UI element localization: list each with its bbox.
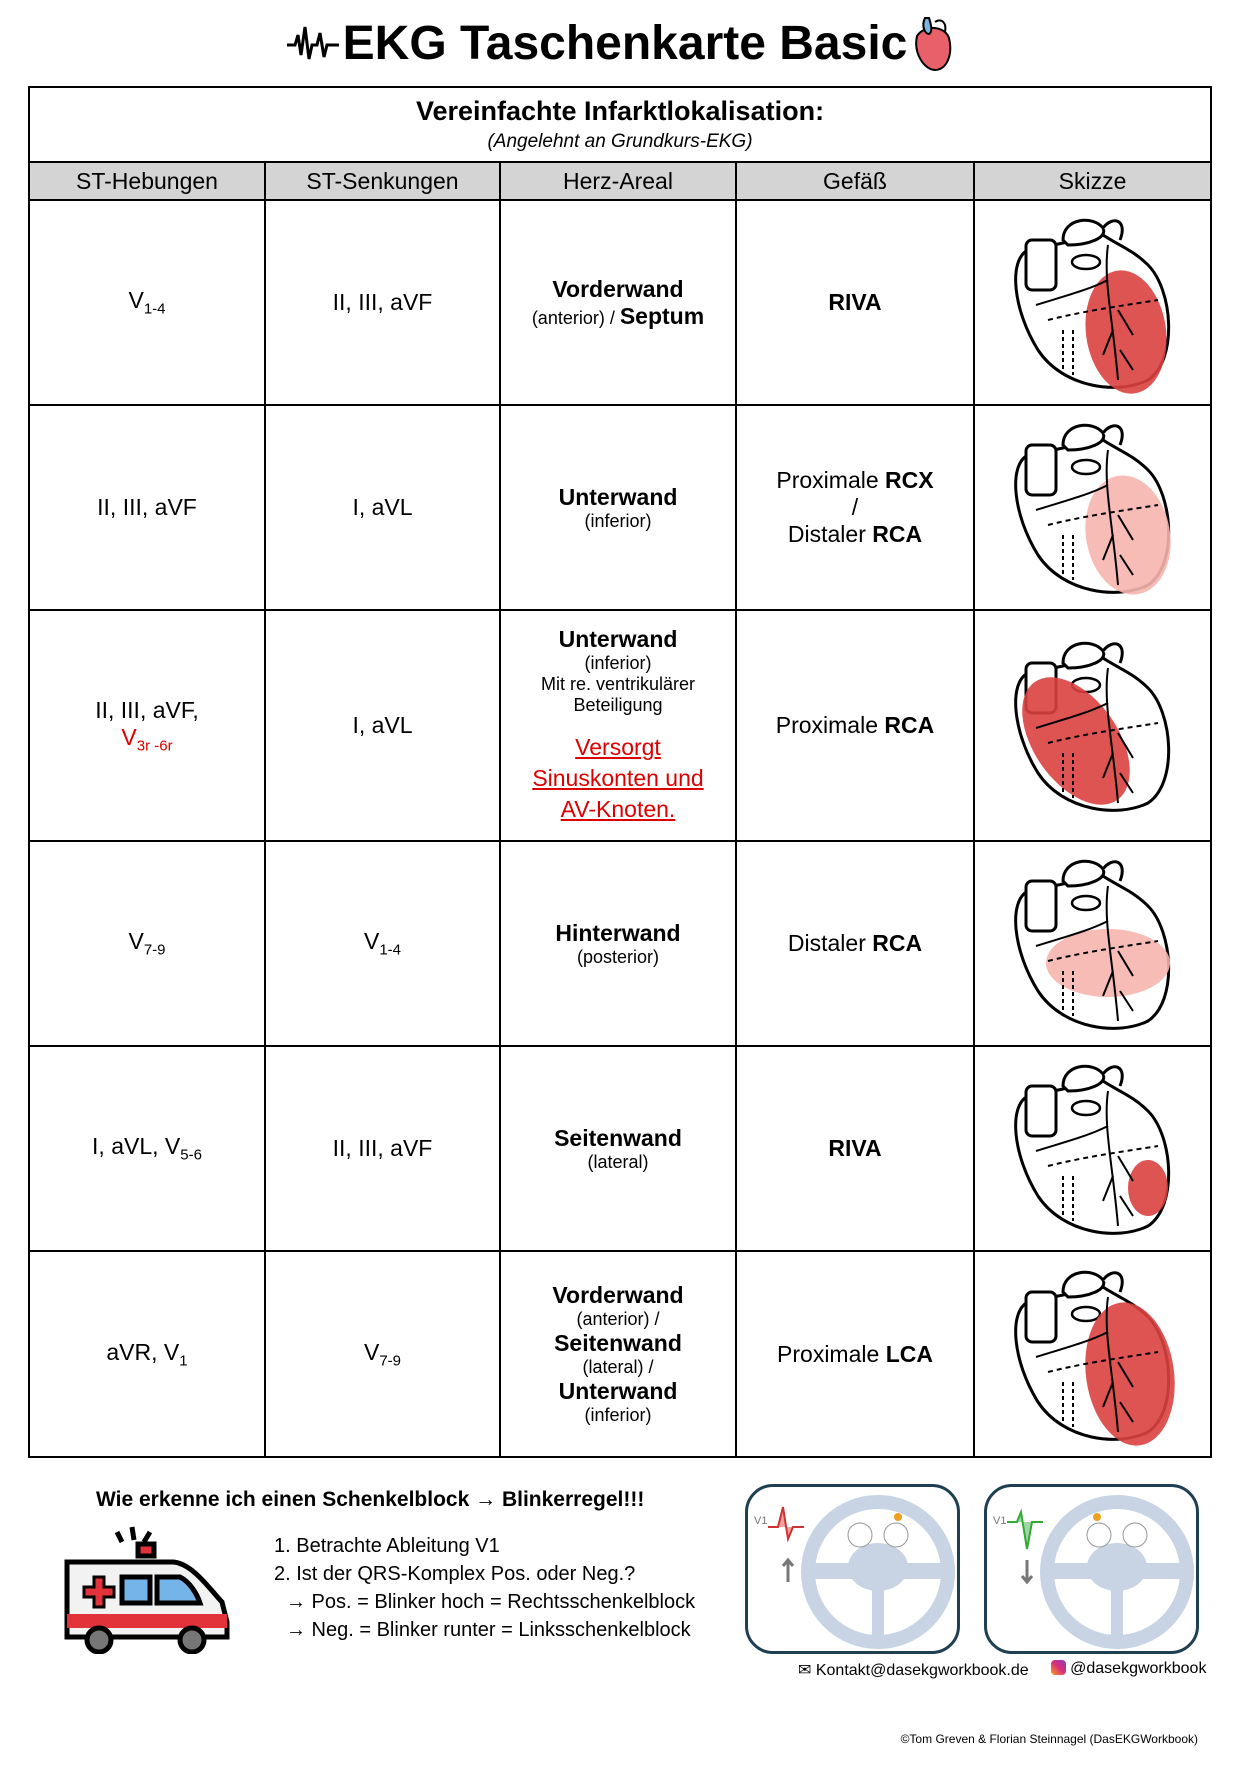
st-depression-cell: V7-9 bbox=[266, 1252, 501, 1456]
st-elevation-cell: V7-9 bbox=[30, 842, 266, 1045]
step-item: → Neg. = Blinker runter = Linksschenkelb… bbox=[286, 1619, 691, 1641]
instagram-link[interactable]: @dasekgworkbook bbox=[1050, 1660, 1206, 1680]
steering-wheel-up-icon bbox=[768, 1495, 955, 1649]
steps-list: 1. Betrachte Ableitung V1 2. Ist der QRS… bbox=[274, 1532, 695, 1644]
vessel-cell: Proximale RCX / Distaler RCA bbox=[737, 406, 975, 609]
vessel-cell: RIVA bbox=[737, 1047, 975, 1250]
table-title: Vereinfachte Infarktlokalisation: (Angel… bbox=[30, 88, 1210, 163]
table-row: V1-4 II, III, aVF Vorderwand (anterior) /… bbox=[30, 201, 1210, 406]
heart-sketch bbox=[975, 406, 1210, 609]
ambulance-icon bbox=[64, 1526, 230, 1654]
heart-sketch bbox=[975, 611, 1210, 840]
step-item: 2. Ist der QRS-Komplex Pos. oder Neg.? bbox=[274, 1563, 636, 1585]
heart-area-cell: Unterwand (inferior) Mit re. ventrikulärer… bbox=[501, 611, 737, 840]
vessel-cell: Proximale LCA bbox=[737, 1252, 975, 1456]
table-subheading: (Angelehnt an Grundkurs-EKG) bbox=[487, 131, 753, 152]
column-header: Skizze bbox=[1058, 167, 1127, 194]
email-link[interactable]: ✉ Kontakt@dasekgworkbook.de bbox=[798, 1662, 1029, 1679]
table-row: V7-9 V1-4 Hinterwand (posterior) Distaler… bbox=[30, 842, 1210, 1047]
st-depression-cell: I, aVL bbox=[266, 611, 501, 840]
table-row: II, III, aVF, V3r -6r I, aVL Unterwand (in… bbox=[30, 611, 1210, 842]
heart-sketch-posterior bbox=[1013, 859, 1170, 1030]
heart-area-cell: Vorderwand (anterior) / Seitenwand (lateral… bbox=[501, 1252, 737, 1456]
contact-info: ✉ Kontakt@dasekgworkbook.de @dasekgworkb… bbox=[798, 1660, 1206, 1680]
st-elevation-cell: II, III, aVF, V3r -6r bbox=[30, 611, 266, 840]
note-link[interactable]: Versorgt bbox=[575, 734, 661, 760]
column-header: ST-Senkungen bbox=[266, 163, 501, 199]
st-elevation-cell: II, III, aVF bbox=[30, 406, 266, 609]
section-heading: Wie erkenne ich einen Schenkelblock → Bl… bbox=[96, 1488, 645, 1511]
column-header: Gefäß bbox=[737, 163, 975, 199]
column-header: ST-Hebungen bbox=[30, 163, 266, 199]
mail-icon: ✉ bbox=[798, 1662, 812, 1679]
lead-label: V1 bbox=[754, 1515, 768, 1527]
infarct-localization-table: Vereinfachte Infarktlokalisation: (Angel… bbox=[28, 86, 1212, 1458]
copyright: ©Tom Greven & Florian Steinnagel (DasEKG… bbox=[900, 1732, 1198, 1746]
heart-sketch-anterolateral bbox=[1013, 1270, 1175, 1446]
st-elevation-cell: I, aVL, V5-6 bbox=[30, 1047, 266, 1250]
heart-area-cell: Vorderwand (anterior) / Septum bbox=[501, 201, 737, 404]
heart-sketch-right-ventricular bbox=[1013, 641, 1170, 812]
note-link[interactable]: Sinuskonten und bbox=[532, 765, 704, 791]
st-depression-cell: I, aVL bbox=[266, 406, 501, 609]
table-row: aVR, V1 V7-9 Vorderwand (anterior) / Seite… bbox=[30, 1252, 1210, 1456]
note-link[interactable]: AV-Knoten. bbox=[560, 796, 676, 822]
vessel-cell: Proximale RCA bbox=[737, 611, 975, 840]
lead-label: V1 bbox=[993, 1515, 1007, 1527]
st-elevation-cell: aVR, V1 bbox=[30, 1252, 266, 1456]
st-elevation-cell: V1-4 bbox=[30, 201, 266, 404]
table-header-row: ST-Hebungen ST-Senkungen Herz-Areal Gefä… bbox=[30, 163, 1210, 201]
steering-wheel-down-icon bbox=[1007, 1495, 1194, 1649]
st-depression-cell: II, III, aVF bbox=[266, 201, 501, 404]
heart-sketch-inferior bbox=[1013, 423, 1171, 595]
steering-wheel-negative: V1 bbox=[984, 1484, 1199, 1654]
table-row: II, III, aVF I, aVL Unterwand (inferior) … bbox=[30, 406, 1210, 611]
step-item: 1. Betrachte Ableitung V1 bbox=[274, 1535, 500, 1557]
heart-sketch-anterior bbox=[1013, 218, 1170, 394]
heart-area-cell: Unterwand (inferior) bbox=[501, 406, 737, 609]
vessel-cell: Distaler RCA bbox=[737, 842, 975, 1045]
table-row: I, aVL, V5-6 II, III, aVF Seitenwand (lat… bbox=[30, 1047, 1210, 1252]
heart-area-cell: Hinterwand (posterior) bbox=[501, 842, 737, 1045]
heart-icon bbox=[915, 17, 952, 72]
title-text: EKG Taschenkarte Basic bbox=[342, 16, 908, 70]
heart-sketch bbox=[975, 1047, 1210, 1250]
instagram-icon bbox=[1050, 1660, 1066, 1675]
ekg-wave-icon bbox=[286, 26, 339, 60]
heart-area-cell: Seitenwand (lateral) bbox=[501, 1047, 737, 1250]
table-heading: Vereinfachte Infarktlokalisation: bbox=[415, 96, 825, 126]
heart-sketch bbox=[975, 842, 1210, 1045]
st-depression-cell: V1-4 bbox=[266, 842, 501, 1045]
step-item: → Pos. = Blinker hoch = Rechtsschenkelbl… bbox=[286, 1591, 696, 1613]
heart-sketch bbox=[975, 201, 1210, 404]
column-header: Herz-Areal bbox=[501, 163, 737, 199]
vessel-cell: RIVA bbox=[737, 201, 975, 404]
steering-wheel-positive: V1 bbox=[745, 1484, 960, 1654]
heart-sketch-lateral bbox=[1013, 1064, 1170, 1235]
bundle-branch-block-section: Wie erkenne ich einen Schenkelblock → Bl… bbox=[0, 1476, 1240, 1736]
page-title: EKG Taschenkarte Basic bbox=[0, 14, 1240, 72]
st-depression-cell: II, III, aVF bbox=[266, 1047, 501, 1250]
heart-sketch bbox=[975, 1252, 1210, 1456]
